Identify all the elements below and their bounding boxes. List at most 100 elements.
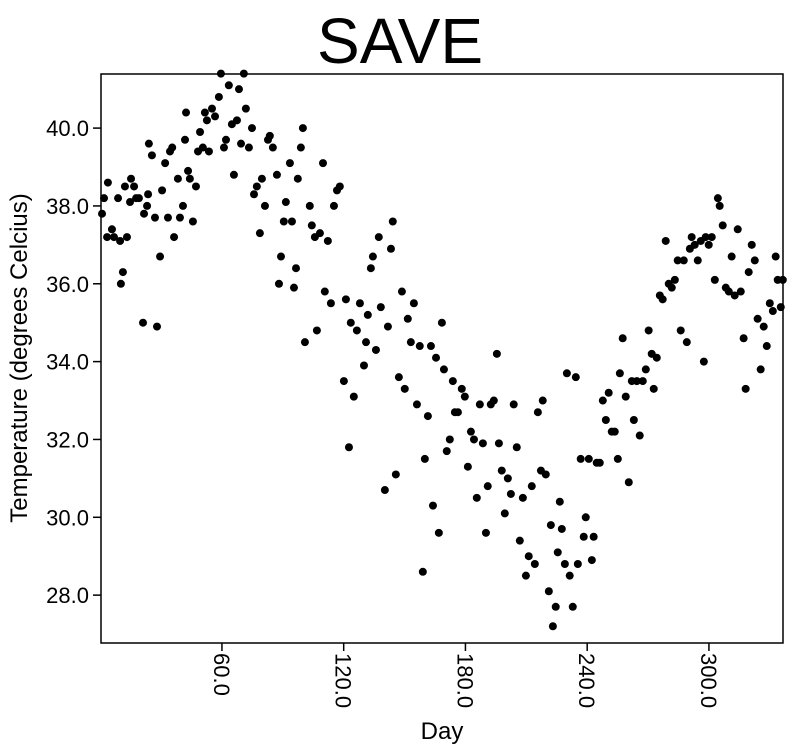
point <box>759 322 768 331</box>
point <box>500 509 509 518</box>
point <box>216 69 225 78</box>
point <box>544 587 553 596</box>
point <box>182 108 191 117</box>
point <box>143 201 152 210</box>
point <box>163 213 172 222</box>
point <box>144 139 153 148</box>
point <box>483 482 492 491</box>
point <box>568 602 577 611</box>
point <box>252 182 261 191</box>
point <box>445 435 454 444</box>
point <box>107 225 116 234</box>
point <box>601 415 610 424</box>
point <box>509 400 518 409</box>
point <box>255 229 264 238</box>
point <box>562 369 571 378</box>
point <box>420 454 429 463</box>
point <box>571 373 580 382</box>
point <box>221 135 230 144</box>
point <box>670 275 679 284</box>
point <box>363 310 372 319</box>
point <box>175 213 184 222</box>
point <box>383 322 392 331</box>
point <box>481 528 490 537</box>
point <box>768 307 777 316</box>
point <box>551 602 560 611</box>
point <box>126 198 135 207</box>
point <box>140 209 149 218</box>
point <box>323 236 332 245</box>
x-tick-label: 180.0 <box>452 653 477 708</box>
point <box>307 221 316 230</box>
point <box>168 143 177 152</box>
point <box>352 326 361 335</box>
point <box>701 233 710 242</box>
point <box>406 338 415 347</box>
point <box>613 454 622 463</box>
point <box>247 124 256 133</box>
point <box>713 194 722 203</box>
point <box>118 268 127 277</box>
y-axis-label: Temperature (degrees Celcius) <box>6 193 33 522</box>
point <box>122 233 131 242</box>
y-tick-label: 32.0 <box>46 427 89 452</box>
point <box>362 338 371 347</box>
point <box>318 159 327 168</box>
point <box>693 256 702 265</box>
point <box>272 170 281 179</box>
point <box>219 143 228 152</box>
point <box>198 143 207 152</box>
point <box>341 295 350 304</box>
point <box>489 396 498 405</box>
point <box>232 116 241 125</box>
point <box>747 240 756 249</box>
point <box>753 314 762 323</box>
point <box>285 159 294 168</box>
point <box>621 392 630 401</box>
point <box>541 470 550 479</box>
point <box>629 415 638 424</box>
point <box>281 198 290 207</box>
point <box>391 470 400 479</box>
point <box>349 392 358 401</box>
point <box>268 143 277 152</box>
x-tick-label: 240.0 <box>574 653 599 708</box>
point <box>676 326 685 335</box>
point <box>114 194 123 203</box>
point <box>388 217 397 226</box>
point <box>196 127 205 136</box>
point <box>641 365 650 374</box>
point <box>512 443 521 452</box>
point <box>736 287 745 296</box>
point <box>368 252 377 261</box>
point <box>274 279 283 288</box>
x-axis-label: Day <box>421 718 464 745</box>
point <box>762 342 771 351</box>
point <box>234 85 243 94</box>
point <box>503 474 512 483</box>
point <box>403 314 412 323</box>
point <box>442 447 451 456</box>
point <box>371 345 380 354</box>
point <box>287 217 296 226</box>
point <box>472 493 481 502</box>
point <box>506 489 515 498</box>
point <box>492 349 501 358</box>
point <box>448 377 457 386</box>
point <box>326 299 335 308</box>
point <box>98 209 107 218</box>
x-tick-label: 60.0 <box>209 653 234 696</box>
point <box>741 384 750 393</box>
point <box>615 369 624 378</box>
point <box>224 81 233 90</box>
point <box>116 236 125 245</box>
point <box>557 524 566 533</box>
point <box>188 217 197 226</box>
point <box>415 342 424 351</box>
point <box>690 240 699 249</box>
point <box>312 326 321 335</box>
point <box>565 571 574 580</box>
point <box>632 377 641 386</box>
point <box>400 384 409 393</box>
